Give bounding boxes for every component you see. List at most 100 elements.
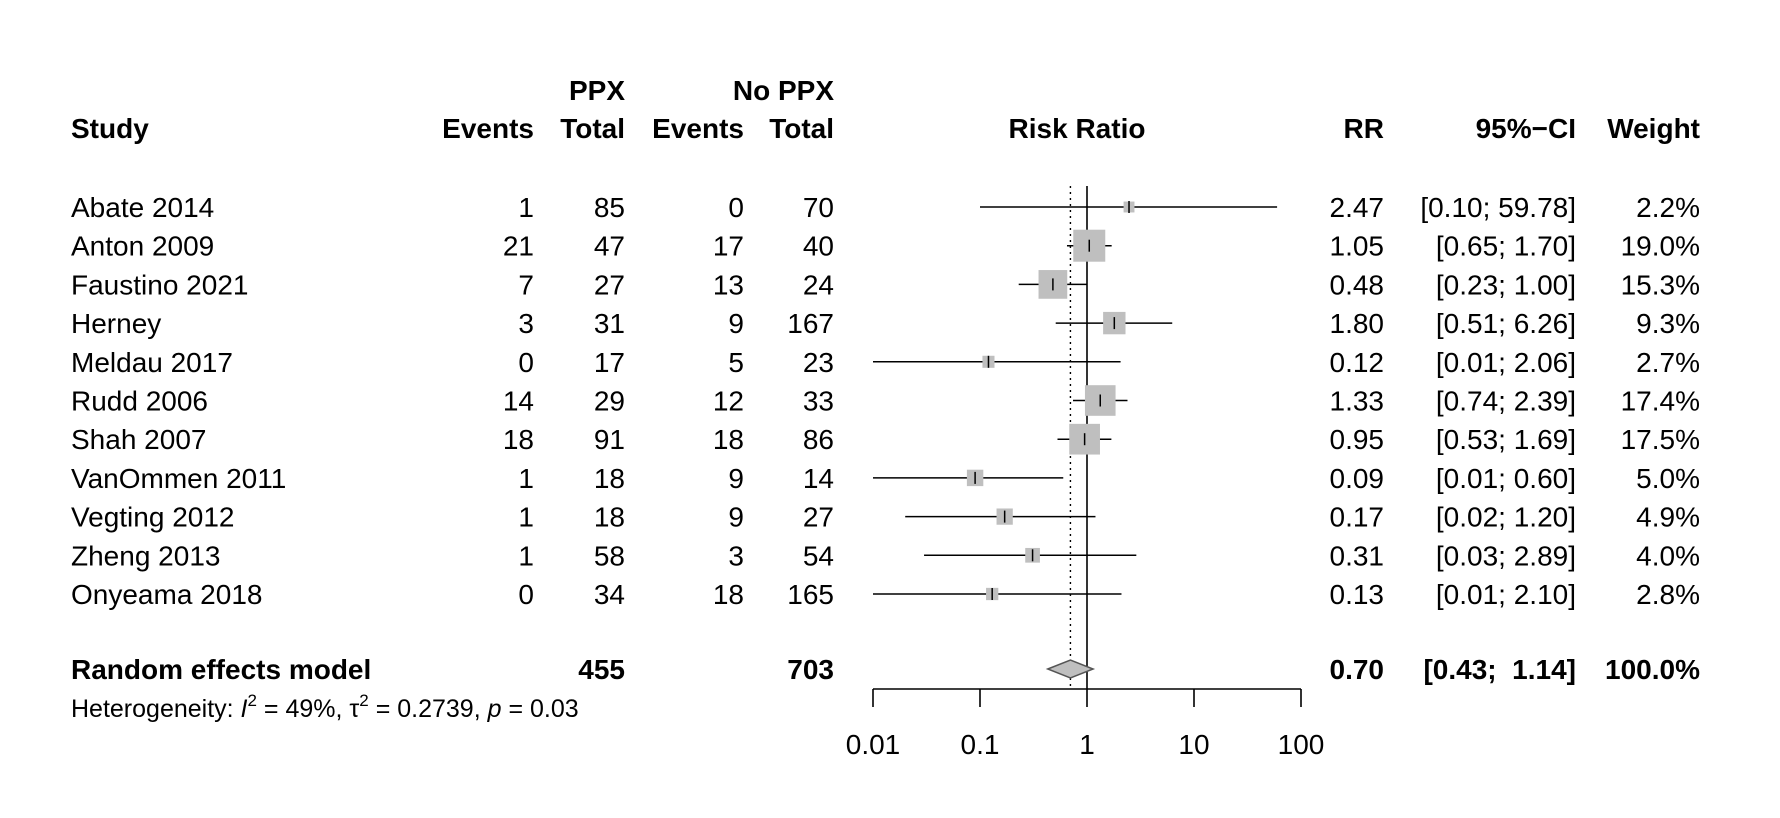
het-prefix: Heterogeneity:: [71, 695, 241, 723]
total-ppx: 91: [594, 424, 625, 455]
weight-value: 9.3%: [1636, 308, 1700, 339]
weight-value: 15.3%: [1621, 269, 1700, 300]
weight-value: 17.4%: [1621, 386, 1700, 417]
events-no-ppx: 9: [728, 463, 744, 494]
table-row: Abate 2014 1 85 0 70 2.47 [0.10; 59.78] 2.2%: [71, 192, 1700, 223]
total-ppx: 58: [594, 540, 625, 571]
total-no-ppx: 33: [803, 386, 834, 417]
x-tick-label: 10: [1178, 729, 1209, 760]
total-no-ppx: 27: [803, 502, 834, 533]
events-ppx: 14: [503, 386, 534, 417]
het-i2-value: = 49%,: [257, 695, 349, 723]
total-ppx: 29: [594, 386, 625, 417]
table-row: Shah 2007 18 91 18 86 0.95 [0.53; 1.69] 17.5%: [71, 424, 1700, 455]
study-name: Rudd 2006: [71, 386, 208, 417]
header-group-ppx: PPX: [569, 75, 625, 106]
pooled-total-ppx: 455: [578, 654, 625, 685]
events-no-ppx: 9: [728, 308, 744, 339]
study-name: Meldau 2017: [71, 347, 233, 378]
events-ppx: 1: [518, 463, 534, 494]
ci-value: [0.74; 2.39]: [1436, 386, 1576, 417]
study-name: Onyeama 2018: [71, 579, 262, 610]
header-total-no-ppx: Total: [769, 113, 834, 144]
het-p-symbol: p: [487, 695, 502, 723]
ci-value: [0.02; 1.20]: [1436, 502, 1576, 533]
header-events-ppx: Events: [442, 113, 534, 144]
weight-value: 4.9%: [1636, 502, 1700, 533]
table-header: Study PPX No PPX Events Total Events Tot…: [71, 75, 1700, 144]
study-name: Anton 2009: [71, 231, 214, 262]
rr-value: 0.09: [1330, 463, 1385, 494]
header-events-no-ppx: Events: [652, 113, 744, 144]
rr-value: 0.48: [1330, 269, 1385, 300]
plot-area: 0.01 0.1 1 10 100: [846, 186, 1324, 760]
weight-value: 2.7%: [1636, 347, 1700, 378]
total-ppx: 47: [594, 231, 625, 262]
heterogeneity-text: Heterogeneity: I2 = 49%, τ2 = 0.2739, p …: [71, 691, 579, 723]
events-no-ppx: 12: [713, 386, 744, 417]
table-row: Rudd 2006 14 29 12 33 1.33 [0.74; 2.39] 17.4%: [71, 386, 1700, 417]
total-ppx: 34: [594, 579, 625, 610]
ci-value: [0.01; 2.10]: [1436, 579, 1576, 610]
events-no-ppx: 18: [713, 579, 744, 610]
rr-value: 0.31: [1330, 540, 1385, 571]
weight-value: 17.5%: [1621, 424, 1700, 455]
study-name: Zheng 2013: [71, 540, 220, 571]
total-no-ppx: 54: [803, 540, 834, 571]
events-no-ppx: 17: [713, 231, 744, 262]
het-tau-symbol: τ: [349, 695, 359, 723]
pooled-rr: 0.70: [1330, 654, 1385, 685]
total-ppx: 18: [594, 502, 625, 533]
study-name: Herney: [71, 308, 161, 339]
table-row: Meldau 2017 0 17 5 23 0.12 [0.01; 2.06] 2.7%: [71, 347, 1700, 378]
table-row: Vegting 2012 1 18 9 27 0.17 [0.02; 1.20] 4.9%: [71, 502, 1700, 533]
header-total-ppx: Total: [560, 113, 625, 144]
header-study: Study: [71, 113, 149, 144]
rr-value: 1.80: [1330, 308, 1385, 339]
table-row: Zheng 2013 1 58 3 54 0.31 [0.03; 2.89] 4.0%: [71, 540, 1700, 571]
events-ppx: 1: [518, 192, 534, 223]
events-ppx: 1: [518, 540, 534, 571]
total-no-ppx: 70: [803, 192, 834, 223]
ci-value: [0.53; 1.69]: [1436, 424, 1576, 455]
het-tau-value: = 0.2739,: [369, 695, 488, 723]
events-no-ppx: 18: [713, 424, 744, 455]
total-ppx: 85: [594, 192, 625, 223]
events-ppx: 3: [518, 308, 534, 339]
table-row: Herney 3 31 9 167 1.80 [0.51; 6.26] 9.3%: [71, 308, 1700, 339]
ci-value: [0.01; 2.06]: [1436, 347, 1576, 378]
x-tick-label: 1: [1079, 729, 1095, 760]
ci-value: [0.03; 2.89]: [1436, 540, 1576, 571]
total-no-ppx: 165: [787, 579, 834, 610]
weight-value: 2.2%: [1636, 192, 1700, 223]
ci-value: [0.10; 59.78]: [1420, 192, 1576, 223]
header-ci: 95%−CI: [1476, 113, 1576, 144]
study-name: VanOmmen 2011: [71, 463, 286, 494]
events-no-ppx: 13: [713, 269, 744, 300]
total-no-ppx: 24: [803, 269, 834, 300]
pooled-total-no-ppx: 703: [787, 654, 834, 685]
study-rows: Abate 2014 1 85 0 70 2.47 [0.10; 59.78] 2.2%Ant…: [71, 192, 1700, 610]
table-row: VanOmmen 2011 1 18 9 14 0.09 [0.01; 0.60] 5.0%: [71, 463, 1700, 494]
rr-value: 0.13: [1330, 579, 1385, 610]
total-ppx: 31: [594, 308, 625, 339]
weight-value: 5.0%: [1636, 463, 1700, 494]
events-ppx: 18: [503, 424, 534, 455]
pooled-label: Random effects model: [71, 654, 371, 685]
ci-value: [0.51; 6.26]: [1436, 308, 1576, 339]
study-name: Abate 2014: [71, 192, 214, 223]
het-tau-sup: 2: [359, 691, 368, 710]
het-p-value: = 0.03: [502, 695, 579, 723]
rr-value: 0.17: [1330, 502, 1385, 533]
events-ppx: 7: [518, 269, 534, 300]
total-ppx: 27: [594, 269, 625, 300]
events-ppx: 0: [518, 347, 534, 378]
total-no-ppx: 23: [803, 347, 834, 378]
het-i2-sup: 2: [248, 691, 257, 710]
events-ppx: 0: [518, 579, 534, 610]
total-ppx: 17: [594, 347, 625, 378]
weight-value: 19.0%: [1621, 231, 1700, 262]
study-name: Vegting 2012: [71, 502, 235, 533]
pooled-diamond: [1045, 659, 1096, 679]
